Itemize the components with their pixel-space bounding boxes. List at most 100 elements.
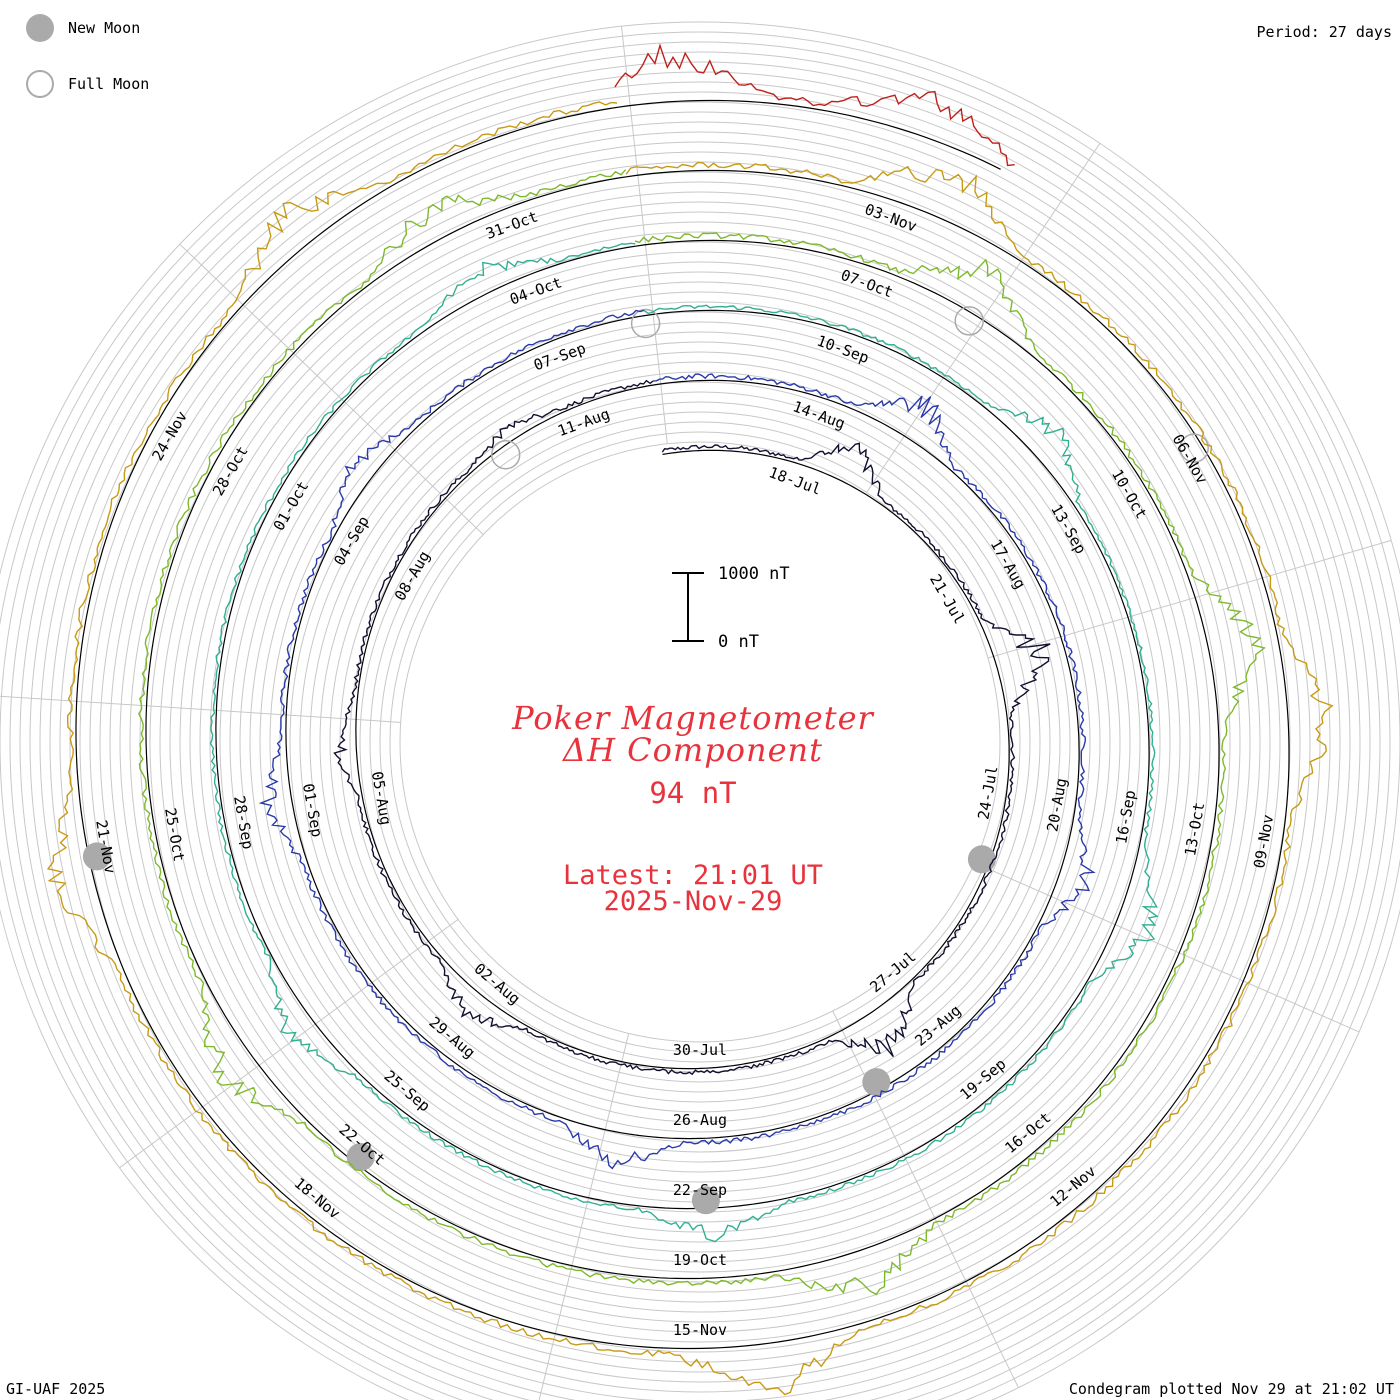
scale-bar: 1000 nT 0 nT [672,564,790,652]
date-label: 12-Nov [1046,1162,1099,1211]
grid-ring [319,361,1081,1123]
grid-ring [39,81,1361,1400]
grid-ring [129,171,1271,1313]
date-label: 19-Oct [673,1251,727,1269]
grid-ring [269,311,1131,1173]
legend-full-moon-label: Full Moon [68,75,150,93]
plotted-timestamp: Condegram plotted Nov 29 at 21:02 UT [1068,1380,1394,1398]
grid-ring [89,131,1311,1353]
legend-new-moon: New Moon [26,12,140,44]
grid-ring [199,241,1201,1243]
moon-markers [82,306,1209,1215]
grid-ring [179,221,1221,1263]
grid-ring [289,331,1111,1153]
scale-bar-top-label: 1000 nT [718,564,790,584]
full-moon-marker [1179,433,1209,463]
grid-ring [219,261,1181,1223]
new-moon-marker [346,1143,375,1171]
date-label: 11-Aug [555,405,612,440]
grid-ring [19,61,1381,1400]
latest-time: Latest: 21:01 UT [562,860,824,891]
date-label: 30-Jul [673,1041,727,1059]
series-trace-turn-3 [209,242,1159,1243]
grid-spoke [0,695,401,723]
grid-ring [349,391,1051,1093]
date-label: 19-Sep [956,1055,1009,1104]
date-label: 15-Nov [673,1321,727,1339]
date-label: 07-Sep [531,339,588,374]
grid-ring [109,151,1291,1333]
date-label: 16-Oct [1001,1109,1054,1158]
grid-ring [259,301,1141,1183]
grid-ring [99,141,1301,1343]
grid-ring [49,91,1351,1393]
date-label: 29-Aug [426,1013,479,1062]
new-moon-icon [26,14,54,42]
series-traces [46,43,1334,1396]
chart-title-line2: ΔH Component [562,731,824,769]
grid-ring [159,201,1241,1283]
new-moon-marker [862,1068,891,1097]
baseline-rings [75,99,1290,1350]
grid-ring [309,351,1091,1133]
date-label: 10-Oct [1108,466,1151,522]
full-moon-marker [954,306,984,336]
grid-ring [359,401,1041,1083]
full-moon-icon [26,70,54,98]
full-moon-marker [630,308,661,339]
new-moon-marker [82,842,111,871]
grid-ring [0,41,1400,1400]
grid-ring [339,381,1061,1103]
date-label: 23-Aug [911,1001,964,1050]
series-trace-turn-2 [258,309,1096,1170]
credit-label: GI-UAF 2025 [6,1380,106,1398]
series-trace-turn-6 [614,43,1015,167]
new-moon-marker [967,845,996,874]
grid-ring [0,21,1400,1400]
date-label: 18-Jul [766,463,823,498]
date-label: 25-Sep [381,1067,434,1116]
grid-ring [169,211,1231,1273]
full-moon-marker [490,439,521,470]
date-label: 21-Jul [926,571,969,627]
grid-ring [59,101,1341,1383]
grid-spoke [974,862,1360,1033]
legend-new-moon-label: New Moon [68,19,141,37]
date-label: 17-Aug [987,536,1030,592]
grid-ring [379,421,1021,1063]
grid-ring [0,31,1400,1400]
new-moon-marker [691,1186,720,1215]
scale-bar-bottom-label: 0 nT [718,632,759,652]
grid-spoke [987,539,1392,659]
date-label: 22-Sep [673,1181,727,1199]
date-label: 04-Oct [507,273,564,308]
series-trace-turn-1 [333,379,1051,1076]
date-label: 25-Oct [161,806,188,862]
grid-spokes [0,26,1392,1400]
grid-ring [149,191,1251,1293]
date-label: 31-Oct [483,207,540,242]
grid-ring [329,371,1071,1113]
legend-full-moon: Full Moon [26,68,149,100]
date-label: 02-Aug [471,960,524,1009]
grid-ring [209,251,1191,1233]
chart-title-line1: Poker Magnetometer [512,699,874,737]
grid-ring [9,51,1391,1400]
date-label: 18-Nov [291,1174,344,1223]
date-label: 26-Aug [673,1111,727,1129]
grid-spoke [538,1033,630,1400]
period-label: Period: 27 days [1256,23,1392,41]
series-trace-turn-5 [46,101,1334,1396]
grid-spoke [621,26,668,444]
baseline-spiral [75,99,1290,1350]
grid-ring [389,431,1011,1053]
grid-ring [69,111,1331,1373]
grid-spoke [119,918,459,1169]
grid-ring [139,181,1261,1303]
series-trace-turn-4 [138,169,1266,1296]
grid-ring [399,441,1001,1043]
current-value: 94 nT [649,776,737,810]
grid-spoke [179,243,484,535]
grid-spoke [832,1010,1019,1388]
